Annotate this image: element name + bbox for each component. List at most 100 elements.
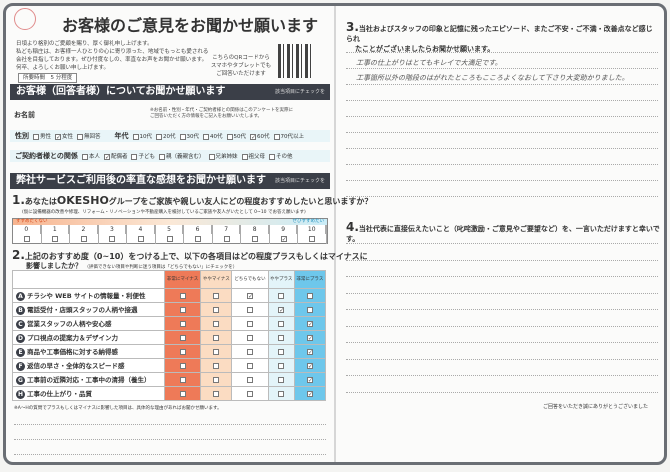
checkbox[interactable] (23, 235, 30, 242)
scale-option-7[interactable]: 7 (213, 225, 242, 244)
checkbox[interactable] (179, 292, 186, 299)
checkbox[interactable]: ✓ (55, 133, 62, 141)
answer-line[interactable] (346, 243, 658, 244)
checkbox[interactable]: ✓ (278, 306, 285, 314)
rating-cell[interactable] (200, 330, 233, 345)
answer-line[interactable] (346, 52, 658, 53)
scale-option-10[interactable]: 10 (298, 225, 328, 244)
checkbox[interactable] (226, 133, 233, 140)
checkbox[interactable] (223, 235, 230, 242)
checkbox[interactable] (247, 334, 253, 341)
checkbox[interactable] (278, 390, 285, 397)
rating-cell[interactable] (231, 316, 269, 331)
option-1[interactable]: ✓女性 (51, 133, 73, 141)
rating-cell[interactable] (267, 316, 295, 331)
checkbox[interactable] (166, 235, 173, 242)
answer-line[interactable] (346, 391, 658, 393)
checkbox[interactable] (137, 235, 144, 242)
scale-option-3[interactable]: 3 (99, 225, 128, 244)
checkbox[interactable] (278, 362, 285, 369)
answer-line[interactable] (346, 196, 658, 197)
option-2[interactable]: 子ども (127, 153, 155, 160)
rating-cell[interactable] (200, 386, 233, 401)
answer-line[interactable] (346, 100, 658, 101)
checkbox[interactable] (77, 133, 84, 140)
answer-line[interactable] (346, 276, 658, 277)
rating-cell[interactable] (200, 316, 233, 331)
rating-cell[interactable]: ✓ (293, 372, 327, 387)
checkbox[interactable] (273, 133, 280, 140)
answer-line[interactable] (14, 454, 326, 455)
answer-line[interactable] (346, 309, 658, 310)
checkbox[interactable] (179, 376, 186, 383)
checkbox[interactable] (203, 133, 210, 140)
rating-cell[interactable]: ✓ (293, 344, 327, 359)
rating-cell[interactable] (231, 302, 269, 317)
checkbox[interactable]: ✓ (247, 292, 254, 300)
checkbox[interactable] (33, 133, 39, 140)
option-2[interactable]: 無回答 (73, 133, 101, 140)
checkbox[interactable] (247, 320, 253, 327)
scale-option-1[interactable]: 1 (42, 225, 71, 244)
option-4[interactable]: 50代 (223, 133, 246, 140)
answer-line[interactable] (14, 424, 326, 425)
qr-code[interactable] (278, 44, 312, 78)
scale-option-9[interactable]: 9 ✓ (270, 225, 299, 244)
checkbox[interactable] (278, 334, 285, 341)
checkbox[interactable] (109, 235, 116, 242)
checkbox[interactable]: ✓ (306, 390, 313, 398)
option-5[interactable]: ✓60代 (246, 133, 270, 140)
checkbox[interactable] (195, 235, 202, 242)
answer-line[interactable] (346, 325, 658, 327)
rating-cell[interactable]: ✓ (293, 386, 327, 401)
checkbox[interactable] (213, 292, 220, 299)
rating-cell[interactable] (267, 288, 295, 303)
answer-line[interactable] (346, 116, 658, 117)
option-6[interactable]: 70代以上 (270, 133, 304, 140)
scale-option-5[interactable]: 5 (156, 225, 185, 244)
checkbox[interactable] (247, 362, 253, 369)
answer-line[interactable] (346, 84, 658, 85)
rating-cell[interactable] (267, 386, 295, 401)
answer-line[interactable] (346, 164, 658, 165)
rating-cell[interactable] (163, 302, 202, 317)
checkbox[interactable] (278, 348, 285, 355)
answer-line[interactable] (14, 439, 326, 440)
option-5[interactable]: 祖父母 (238, 153, 265, 160)
option-6[interactable]: その他 (265, 153, 293, 160)
checkbox[interactable] (247, 348, 253, 355)
scale-option-6[interactable]: 6 (184, 225, 213, 244)
checkbox[interactable] (241, 153, 248, 160)
answer-line[interactable] (346, 132, 658, 133)
checkbox[interactable] (179, 334, 186, 341)
option-4[interactable]: 兄弟姉妹 (205, 153, 238, 160)
rating-cell[interactable]: ✓ (267, 302, 295, 317)
rating-cell[interactable] (231, 358, 269, 373)
rating-cell[interactable] (200, 302, 233, 317)
checkbox[interactable] (247, 390, 253, 397)
option-1[interactable]: ✓配偶者 (100, 153, 127, 161)
rating-cell[interactable]: ✓ (293, 358, 327, 373)
checkbox[interactable] (213, 376, 220, 383)
checkbox[interactable]: ✓ (103, 153, 110, 161)
checkbox[interactable]: ✓ (306, 348, 313, 356)
rating-cell[interactable] (163, 288, 202, 303)
checkbox[interactable] (179, 348, 186, 355)
checkbox[interactable] (132, 133, 139, 140)
rating-cell[interactable] (200, 358, 233, 373)
checkbox[interactable] (309, 235, 316, 242)
answer-line[interactable] (346, 358, 658, 360)
checkbox[interactable]: ✓ (306, 362, 313, 370)
checkbox[interactable] (179, 390, 186, 397)
checkbox[interactable] (213, 362, 220, 369)
checkbox[interactable]: ✓ (306, 320, 313, 328)
option-1[interactable]: 20代 (152, 133, 176, 140)
rating-cell[interactable] (163, 316, 202, 331)
rating-cell[interactable] (200, 288, 233, 303)
option-0[interactable]: 本人 (78, 153, 100, 160)
scale-option-2[interactable]: 2 (70, 225, 99, 244)
rating-cell[interactable] (231, 386, 269, 401)
checkbox[interactable] (278, 292, 285, 299)
checkbox[interactable] (278, 320, 285, 327)
rating-cell[interactable] (293, 302, 327, 317)
